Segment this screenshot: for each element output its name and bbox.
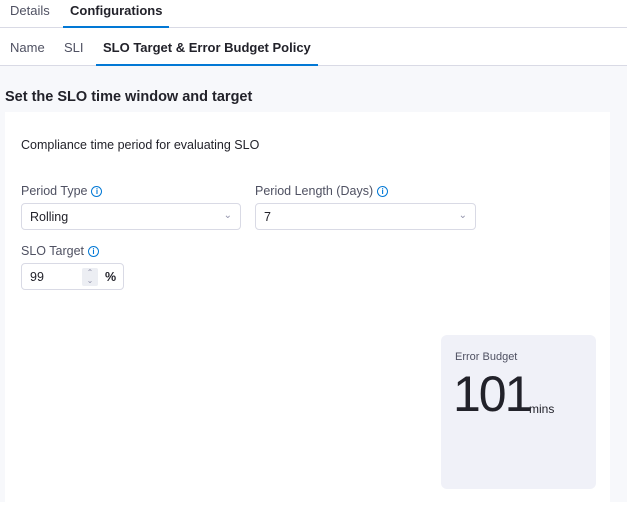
tab-details[interactable]: Details [10,3,50,18]
slo-target-label: SLO Target i [21,244,100,258]
period-type-text: Period Type [21,184,88,198]
info-icon[interactable]: i [91,186,103,197]
info-icon[interactable]: i [377,186,389,197]
period-type-label: Period Type i [21,184,103,198]
period-length-value: 7 [264,210,271,224]
card-subtitle: Compliance time period for evaluating SL… [21,138,260,152]
period-length-select[interactable]: 7 ⌄ [255,203,476,230]
top-tabs: Details Configurations [0,0,627,28]
section-title: Set the SLO time window and target [5,89,253,105]
period-type-select[interactable]: Rolling ⌄ [21,203,241,230]
stepper-icon[interactable]: ⌃ ⌄ [82,268,98,286]
tab-sli[interactable]: SLI [64,40,84,55]
slo-target-input[interactable]: 99 ⌃ ⌄ % [21,263,124,290]
slo-target-value: 99 [30,270,44,284]
period-length-text: Period Length (Days) [255,184,374,198]
slo-card: Compliance time period for evaluating SL… [5,112,610,512]
error-budget-label: Error Budget [455,351,518,363]
error-budget-value: 101 [453,366,532,422]
main-content: Set the SLO time window and target Compl… [0,66,627,512]
error-budget-panel: Error Budget 101 mins [441,335,596,489]
period-length-label: Period Length (Days) i [255,184,389,198]
period-type-value: Rolling [30,210,69,224]
chevron-down-icon: ⌄ [223,210,232,221]
info-icon[interactable]: i [88,246,100,257]
tab-name[interactable]: Name [10,40,45,55]
tab-slo-target[interactable]: SLO Target & Error Budget Policy [96,39,318,66]
error-budget-unit: mins [529,402,555,416]
sub-tabs: Name SLI SLO Target & Error Budget Polic… [0,28,627,66]
slo-target-text: SLO Target [21,244,85,258]
percent-unit: % [105,270,117,284]
tab-configurations[interactable]: Configurations [63,2,170,28]
chevron-down-icon: ⌄ [458,210,467,221]
